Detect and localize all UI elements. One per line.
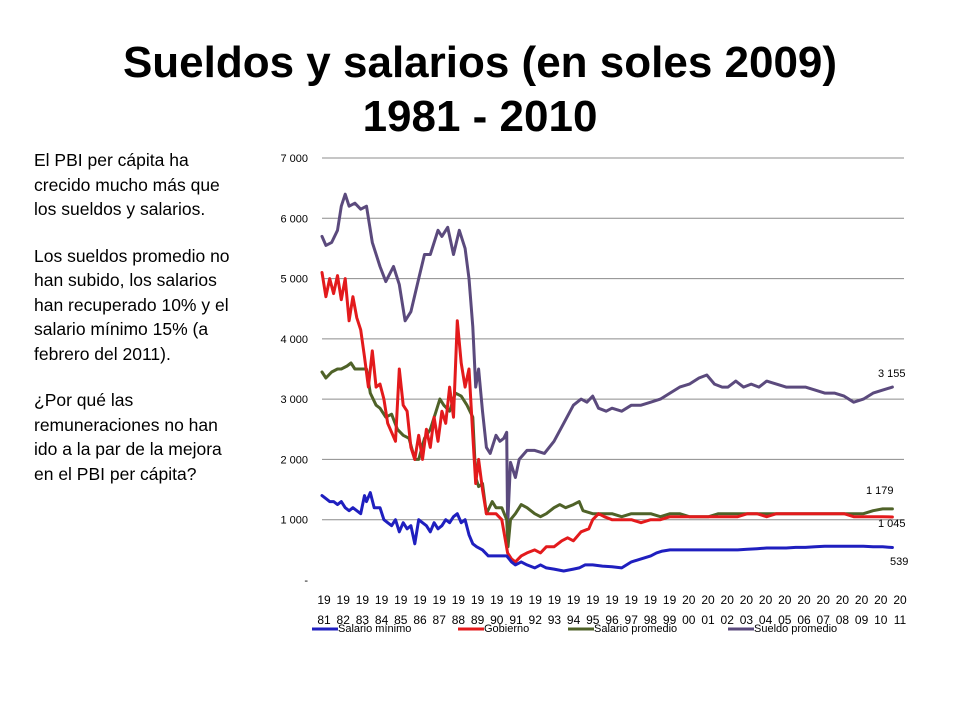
x-tick-label-bottom: 90 [490, 613, 504, 627]
legend-label-sueldo-promedio: Sueldo promedio [754, 623, 837, 635]
y-tick-label: 6 000 [280, 213, 308, 225]
y-axis-tick-labels: - 1 000 2 000 3 000 4 000 5 000 6 000 7 000 [280, 153, 308, 587]
x-tick-label-top: 19 [356, 593, 370, 607]
x-tick-label-top: 20 [778, 593, 792, 607]
x-tick-label-bottom: 82 [337, 613, 351, 627]
end-label-sueldo-promedio: 3 155 [878, 368, 906, 380]
series-line-sueldo-promedio [320, 192, 894, 528]
x-tick-label-top: 20 [740, 593, 754, 607]
side-commentary: El PBI per cápita ha crecido mucho más q… [34, 148, 242, 508]
x-tick-label-bottom: 88 [452, 613, 466, 627]
x-tick-label-top: 19 [337, 593, 351, 607]
y-tick-label: 2 000 [280, 454, 308, 466]
x-tick-label-bottom: 00 [682, 613, 696, 627]
x-tick-label-bottom: 05 [778, 613, 792, 627]
series-line-salario-minimo [320, 491, 894, 573]
x-tick-label-top: 19 [490, 593, 504, 607]
x-tick-label-bottom: 89 [471, 613, 485, 627]
x-tick-label-top: 19 [317, 593, 331, 607]
x-tick-label-bottom: 10 [874, 613, 888, 627]
series-end-labels: 3 155 1 179 1 045 539 [866, 368, 908, 568]
x-tick-label-bottom: 86 [413, 613, 427, 627]
x-tick-label-top: 19 [394, 593, 408, 607]
x-tick-label-top: 20 [759, 593, 773, 607]
x-tick-label-top: 19 [529, 593, 543, 607]
x-tick-label-bottom: 07 [817, 613, 831, 627]
x-tick-label-top: 19 [433, 593, 447, 607]
x-tick-label-top: 20 [855, 593, 869, 607]
x-tick-label-top: 20 [817, 593, 831, 607]
x-tick-label-bottom: 83 [356, 613, 370, 627]
x-tick-label-bottom: 02 [721, 613, 735, 627]
x-tick-label-top: 19 [375, 593, 389, 607]
x-tick-label-bottom: 81 [317, 613, 331, 627]
x-tick-label-bottom: 03 [740, 613, 754, 627]
x-tick-label-top: 19 [471, 593, 485, 607]
series-lines [320, 192, 894, 573]
gridlines [322, 157, 904, 521]
x-tick-label-top: 20 [836, 593, 850, 607]
y-tick-label: 1 000 [280, 515, 308, 527]
slide-title-line-2: 1981 - 2010 [362, 92, 598, 141]
x-tick-label-bottom: 11 [894, 613, 907, 627]
x-axis-tick-labels: 19 81 19 82 19 83 19 84 19 85 19 86 19 87 19 88 19 89 19 90… [317, 593, 907, 627]
x-tick-label-top: 20 [797, 593, 811, 607]
x-tick-label-top: 19 [663, 593, 677, 607]
x-tick-label-bottom: 94 [567, 613, 581, 627]
x-tick-label-top: 19 [413, 593, 427, 607]
x-tick-label-bottom: 08 [836, 613, 850, 627]
x-tick-label-top: 20 [721, 593, 735, 607]
commentary-paragraph-1: El PBI per cápita ha crecido mucho más q… [34, 150, 220, 219]
x-tick-label-bottom: 98 [644, 613, 658, 627]
legend: Salario mínimo Gobierno Salario promedio Su… [312, 623, 837, 635]
x-tick-label-bottom: 96 [605, 613, 619, 627]
x-tick-label-top: 20 [893, 593, 907, 607]
x-tick-label-bottom: 01 [701, 613, 715, 627]
x-tick-label-bottom: 92 [529, 613, 543, 627]
x-tick-label-bottom: 04 [759, 613, 773, 627]
x-tick-label-bottom: 87 [433, 613, 447, 627]
end-label-salario-promedio: 1 179 [866, 485, 894, 497]
commentary-paragraph-3: ¿Por qué las remuneraciones no han ido a… [34, 390, 222, 484]
x-tick-label-bottom: 84 [375, 613, 389, 627]
y-tick-label: 3 000 [280, 394, 308, 406]
legend-label-salario-minimo: Salario mínimo [338, 623, 411, 635]
x-tick-label-top: 19 [586, 593, 600, 607]
x-tick-label-top: 19 [625, 593, 639, 607]
x-tick-label-bottom: 95 [586, 613, 600, 627]
y-tick-label: - [304, 575, 308, 587]
x-tick-label-bottom: 91 [509, 613, 523, 627]
x-tick-label-top: 19 [644, 593, 658, 607]
y-tick-label: 7 000 [280, 153, 308, 165]
x-tick-label-bottom: 99 [663, 613, 677, 627]
legend-label-gobierno: Gobierno [484, 623, 529, 635]
x-tick-label-top: 19 [605, 593, 619, 607]
x-tick-label-top: 20 [701, 593, 715, 607]
series-line-gobierno [320, 271, 894, 564]
x-tick-label-bottom: 97 [625, 613, 639, 627]
end-label-salario-minimo: 539 [890, 556, 908, 568]
x-tick-label-top: 19 [509, 593, 523, 607]
commentary-paragraph-2: Los sueldos promedio no han subido, los … [34, 245, 230, 364]
x-tick-label-top: 19 [548, 593, 562, 607]
y-tick-label: 5 000 [280, 274, 308, 286]
slide-title: Sueldos y salarios (en soles 2009) 1981 … [0, 36, 960, 144]
slide-title-line-1: Sueldos y salarios (en soles 2009) [122, 38, 838, 87]
x-tick-label-bottom: 93 [548, 613, 562, 627]
x-tick-label-bottom: 09 [855, 613, 869, 627]
x-tick-label-top: 20 [874, 593, 888, 607]
x-tick-label-bottom: 85 [394, 613, 408, 627]
x-tick-label-top: 19 [567, 593, 581, 607]
y-tick-label: 4 000 [280, 334, 308, 346]
end-label-gobierno: 1 045 [878, 518, 906, 530]
x-tick-label-top: 20 [682, 593, 696, 607]
x-tick-label-top: 19 [452, 593, 466, 607]
x-tick-label-bottom: 06 [797, 613, 811, 627]
legend-label-salario-promedio: Salario promedio [594, 623, 677, 635]
